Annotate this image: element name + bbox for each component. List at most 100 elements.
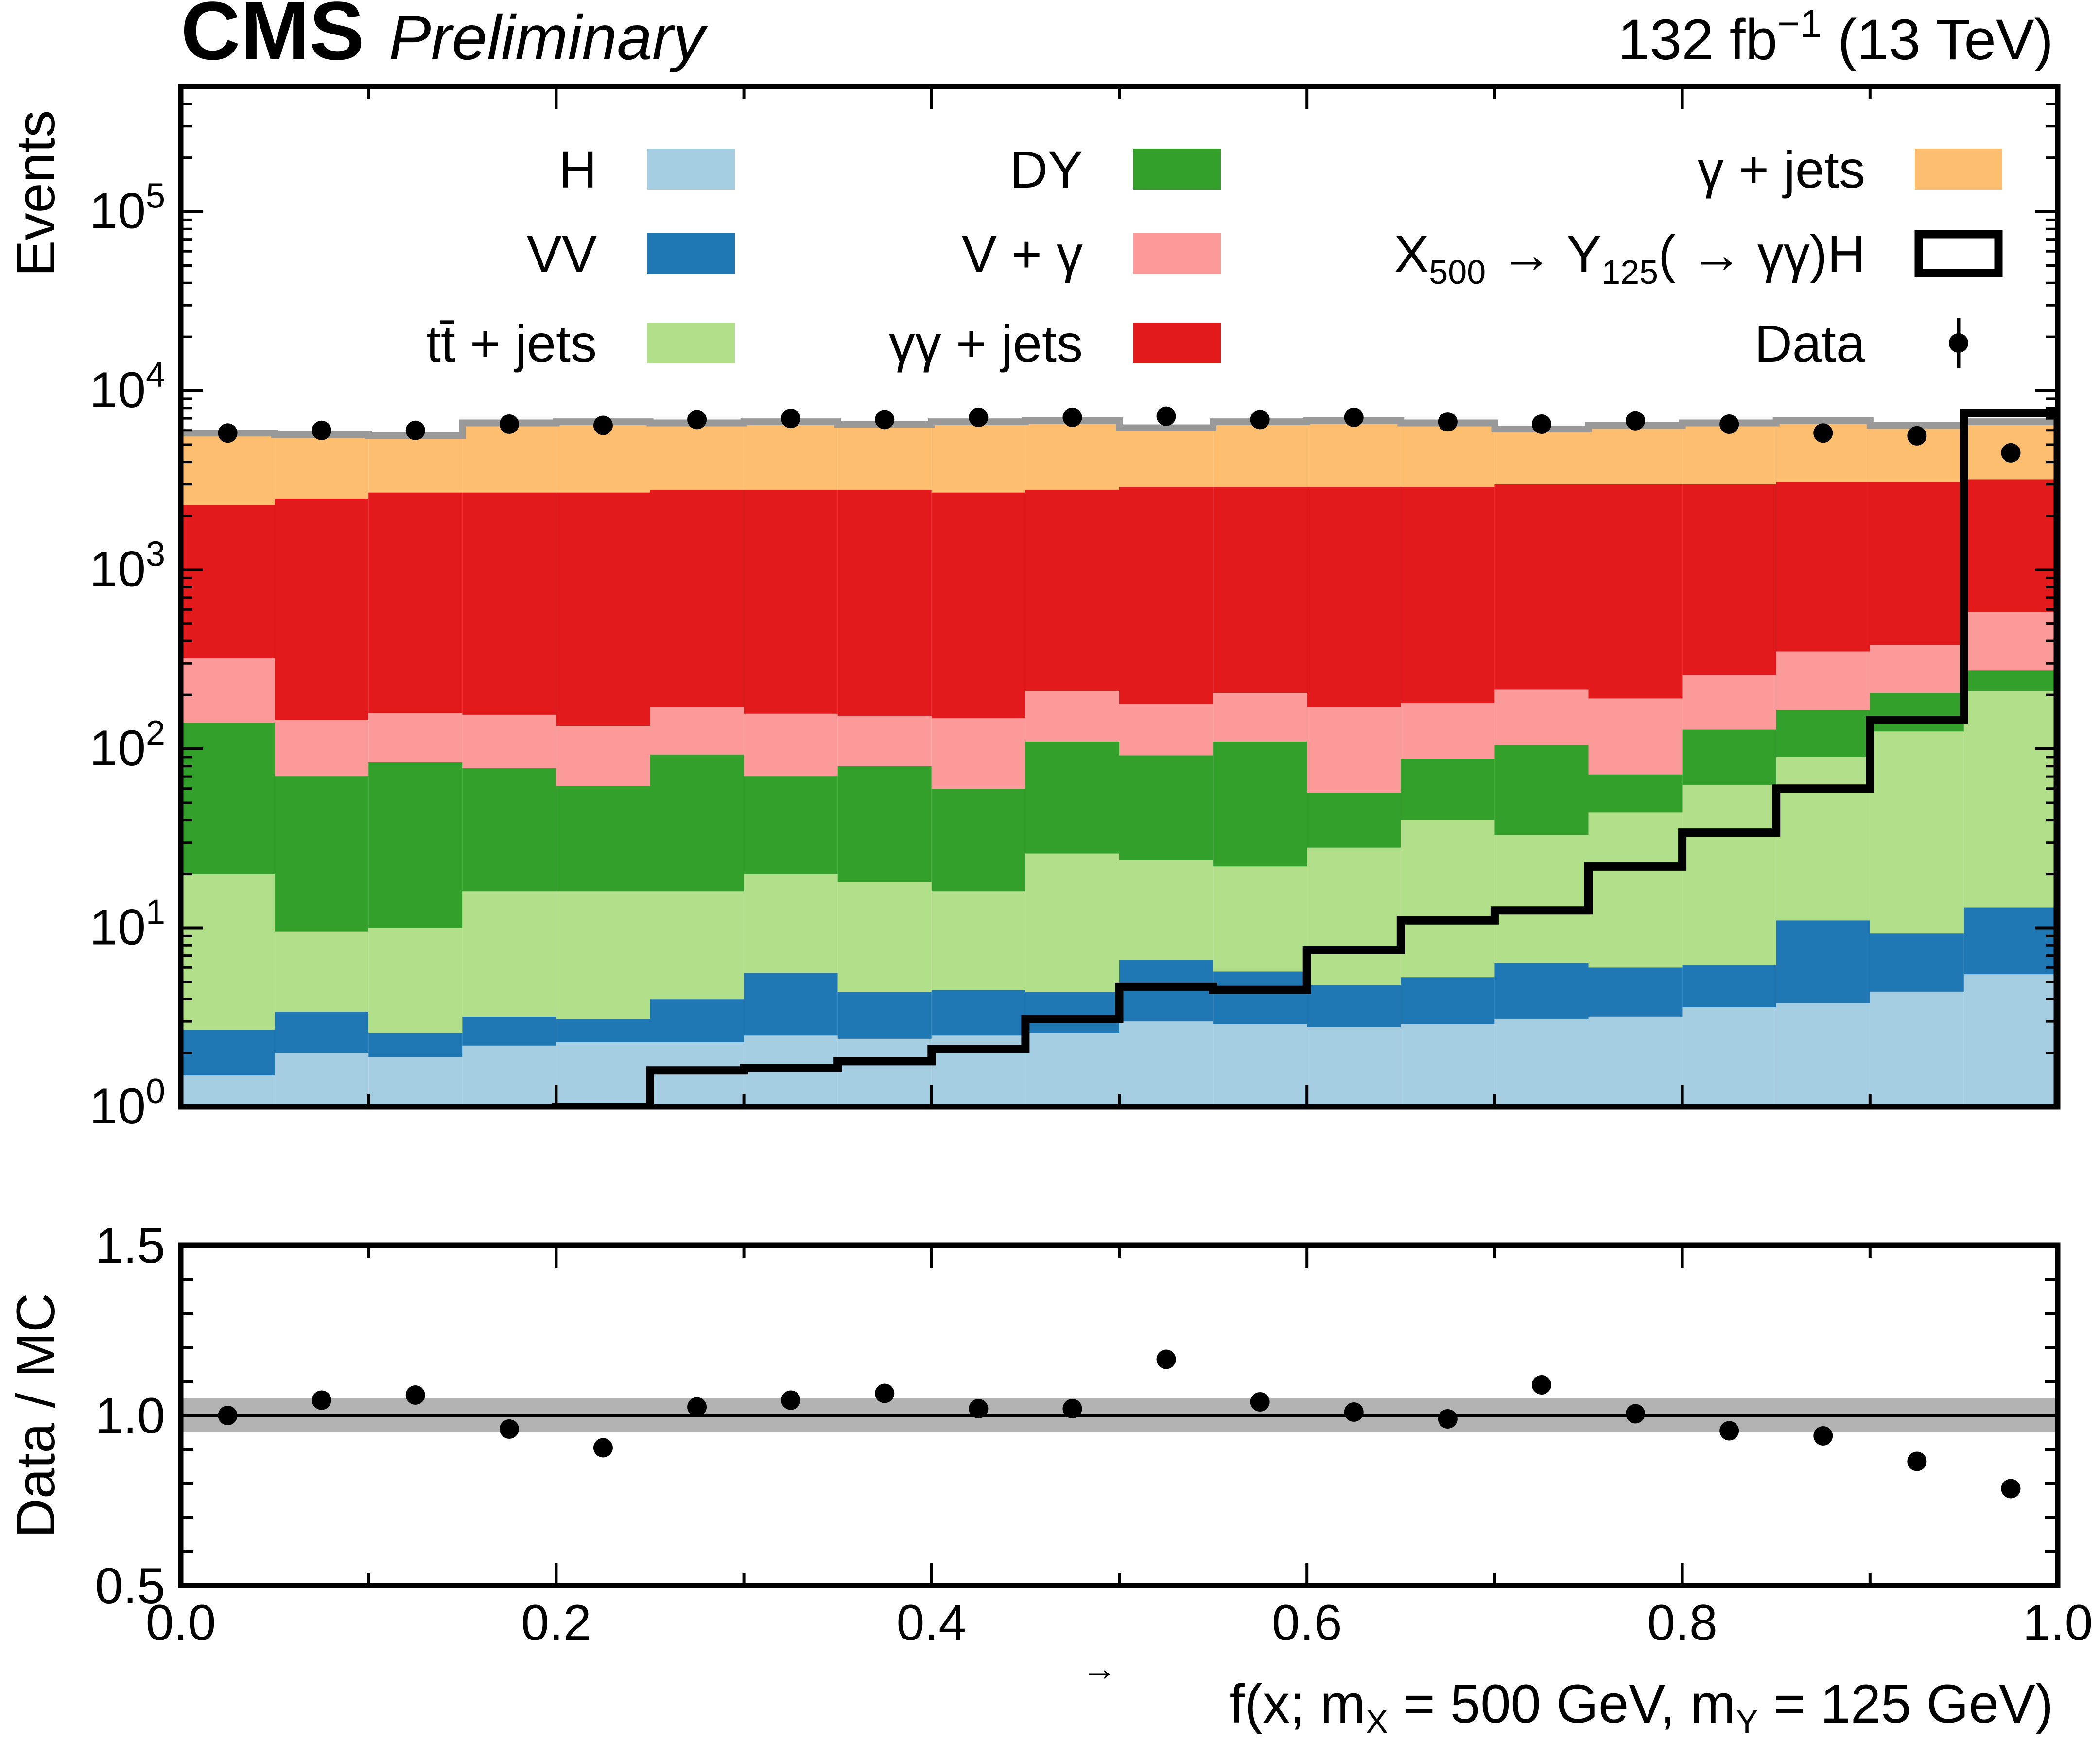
bar-gg_jets-bin-8 — [931, 492, 1025, 719]
bar-gg_jets-bin-14 — [1494, 484, 1589, 690]
bar-DY-bin-18 — [1870, 693, 1964, 732]
bar-Vgamma-bin-9 — [1025, 691, 1119, 742]
upper-y-tick-label: 102 — [89, 714, 165, 776]
legend: H VV tt̄ + jets DY V + γ γγ + jets γ + jets X50… — [426, 140, 2003, 373]
upper-y-tick-base: 10 — [89, 899, 146, 956]
legend-swatch-Vgamma — [1133, 233, 1221, 274]
bar-DY-bin-17 — [1776, 709, 1870, 757]
legend-label-part: 125 — [1601, 253, 1658, 291]
legend-label-H: H — [559, 140, 597, 199]
bar-DY-bin-3 — [462, 768, 556, 892]
bar-H-bin-2 — [368, 1057, 463, 1107]
bar-H-bin-3 — [462, 1045, 556, 1107]
bar-gg_jets-bin-18 — [1870, 482, 1964, 645]
bar-Vgamma-bin-3 — [462, 714, 556, 768]
legend-label-g_jets: γ + jets — [1698, 140, 1865, 199]
upper-y-tick-exponent: 4 — [146, 356, 165, 395]
upper-y-axis-title: Events — [5, 110, 66, 276]
bar-g_jets-bin-5 — [650, 423, 744, 490]
bar-g_jets-bin-10 — [1119, 428, 1214, 487]
ratio-point-12 — [1344, 1402, 1364, 1422]
x-tick-labels: 0.0 0.2 0.4 0.6 0.8 1.0 — [146, 1595, 2093, 1651]
bar-ttbar-bin-12 — [1307, 847, 1401, 985]
legend-label-part: 500 — [1429, 253, 1486, 291]
ratio-point-8 — [969, 1399, 989, 1418]
bar-H-bin-19 — [1963, 974, 2058, 1107]
bar-DY-bin-4 — [556, 786, 650, 892]
legend-label-part: → Y — [1486, 224, 1601, 283]
lumi-label: 132 fb−1 (13 TeV) — [1618, 2, 2053, 72]
bar-DY-bin-12 — [1307, 792, 1401, 848]
bar-VV-bin-5 — [650, 999, 744, 1042]
bar-ttbar-bin-9 — [1025, 853, 1119, 992]
bar-g_jets-bin-3 — [462, 423, 556, 493]
upper-y-tick-base: 10 — [89, 720, 146, 776]
lower-y-tick-label: 1.0 — [95, 1388, 165, 1444]
bar-gg_jets-bin-9 — [1025, 489, 1119, 691]
lower-panel: 0.5 1.0 1.5 0.0 0.2 0.4 0.6 0.8 1.0 Data / MC — [5, 1218, 2093, 1651]
upper-y-tick-exponent: 0 — [146, 1072, 165, 1111]
bar-Vgamma-bin-0 — [181, 658, 275, 723]
bar-gg_jets-bin-7 — [837, 489, 932, 716]
bar-ttbar-bin-11 — [1213, 866, 1307, 972]
lower-frame — [178, 1242, 2061, 1588]
legend-swatch-gg_jets — [1133, 323, 1221, 363]
bar-Vgamma-bin-12 — [1307, 707, 1401, 793]
bar-VV-bin-8 — [931, 990, 1025, 1036]
data-point-10 — [1156, 406, 1176, 426]
legend-label-signal: X500 → Y125( → γγ)H — [1394, 224, 1865, 291]
ratio-point-6 — [781, 1390, 801, 1410]
legend-label-ttbar: tt̄ + jets — [426, 314, 597, 373]
legend-label-Vgamma: V + γ — [962, 224, 1083, 283]
ratio-point-16 — [1719, 1421, 1739, 1441]
x-title-mid1: ; m — [1290, 1673, 1366, 1734]
ratio-point-2 — [405, 1385, 425, 1405]
legend-data-marker — [1949, 333, 1968, 353]
bar-g_jets-bin-7 — [837, 424, 932, 490]
bar-VV-bin-1 — [275, 1012, 369, 1053]
bar-H-bin-9 — [1025, 1033, 1119, 1107]
x-title-post: = 125 GeV) — [1758, 1673, 2053, 1734]
x-tick-label: 0.8 — [1647, 1595, 1718, 1651]
ratio-point-7 — [875, 1383, 895, 1403]
lumi-value: 132 fb — [1618, 8, 1777, 72]
bar-H-bin-18 — [1870, 991, 1964, 1107]
lower-y-tick-labels: 0.5 1.0 1.5 — [95, 1218, 165, 1614]
bar-VV-bin-9 — [1025, 991, 1119, 1033]
bar-Vgamma-bin-18 — [1870, 645, 1964, 693]
data-points — [218, 406, 2021, 463]
ratio-point-13 — [1438, 1409, 1458, 1429]
data-point-12 — [1344, 407, 1364, 427]
bar-ttbar-bin-10 — [1119, 860, 1214, 961]
bar-g_jets-bin-8 — [931, 422, 1025, 493]
bar-DY-bin-14 — [1494, 745, 1589, 835]
bar-DY-bin-8 — [931, 788, 1025, 892]
bar-DY-bin-6 — [744, 776, 838, 874]
bar-H-bin-14 — [1494, 1018, 1589, 1107]
upper-y-tick-base: 10 — [89, 362, 146, 418]
bar-gg_jets-bin-19 — [1963, 479, 2058, 612]
bar-H-bin-12 — [1307, 1027, 1401, 1107]
bar-Vgamma-bin-16 — [1682, 675, 1776, 730]
bar-Vgamma-bin-15 — [1588, 698, 1683, 775]
ratio-point-9 — [1062, 1399, 1082, 1418]
bar-VV-bin-17 — [1776, 920, 1870, 1003]
bar-ttbar-bin-18 — [1870, 731, 1964, 934]
bar-g_jets-bin-1 — [275, 434, 369, 499]
ratio-point-19 — [2001, 1479, 2021, 1499]
ratio-points — [218, 1349, 2021, 1499]
bar-ttbar-bin-17 — [1776, 757, 1870, 921]
upper-y-tick-base: 10 — [89, 1078, 146, 1135]
bar-VV-bin-0 — [181, 1030, 275, 1076]
data-point-14 — [1531, 414, 1551, 434]
bar-ttbar-bin-8 — [931, 891, 1025, 990]
bar-ttbar-bin-1 — [275, 931, 369, 1012]
bar-H-bin-15 — [1588, 1016, 1683, 1107]
ratio-point-0 — [218, 1406, 238, 1425]
upper-y-tick-exponent: 2 — [146, 714, 165, 753]
bar-H-bin-5 — [650, 1042, 744, 1107]
bar-ttbar-bin-0 — [181, 874, 275, 1030]
upper-y-tick-base: 10 — [89, 183, 146, 240]
bar-ttbar-bin-3 — [462, 891, 556, 1017]
